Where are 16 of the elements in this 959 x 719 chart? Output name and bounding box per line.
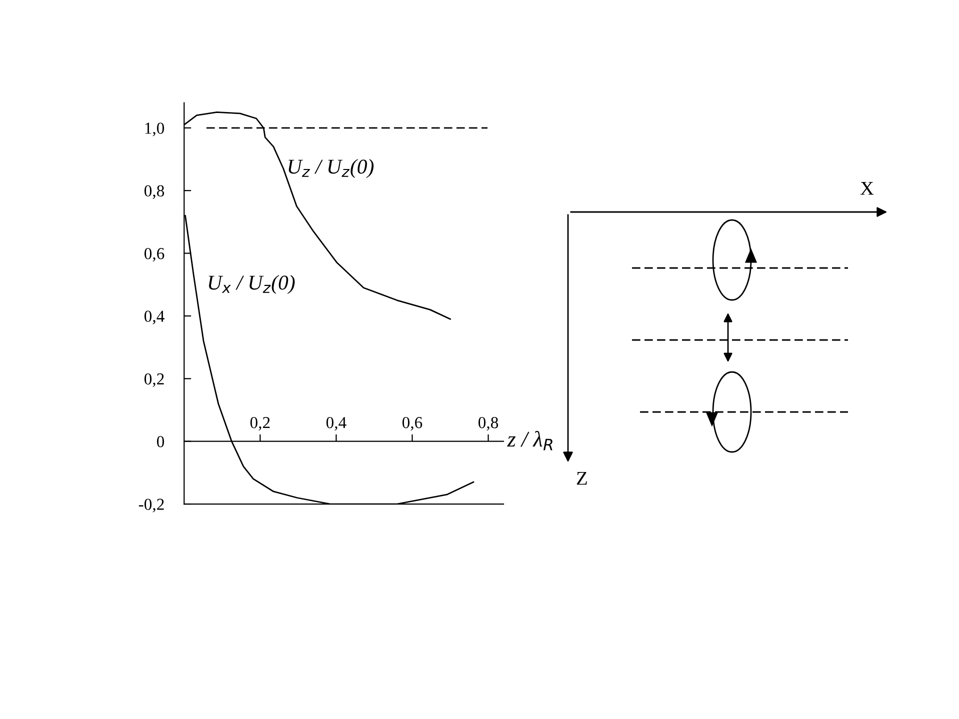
y-tick-label: 0,8	[144, 185, 164, 199]
y-tick-label: 1,0	[145, 122, 164, 136]
x-axis-title: z / λ$_{R}$	[507, 430, 552, 450]
text: Z	[576, 472, 587, 485]
y-tick-label: 0,2	[144, 373, 164, 387]
text: X	[860, 182, 874, 195]
x-tick-label: 0,2	[250, 416, 270, 431]
y-tick-label: -0,2	[138, 498, 164, 512]
y-tick-label: 0,4	[144, 310, 164, 324]
series-label: U$_{z}$ / U$_{z}$(0)	[288, 159, 374, 178]
x-tick-label: 0,8	[478, 416, 498, 431]
y-tick-label: 0,6	[144, 248, 164, 262]
y-tick-label: 0	[156, 436, 164, 448]
series-label: U$_{x}$ / U$_{z}$(0)	[208, 275, 295, 294]
x-tick-label: 0,4	[326, 416, 346, 431]
x-tick-label: 0,6	[402, 416, 422, 431]
